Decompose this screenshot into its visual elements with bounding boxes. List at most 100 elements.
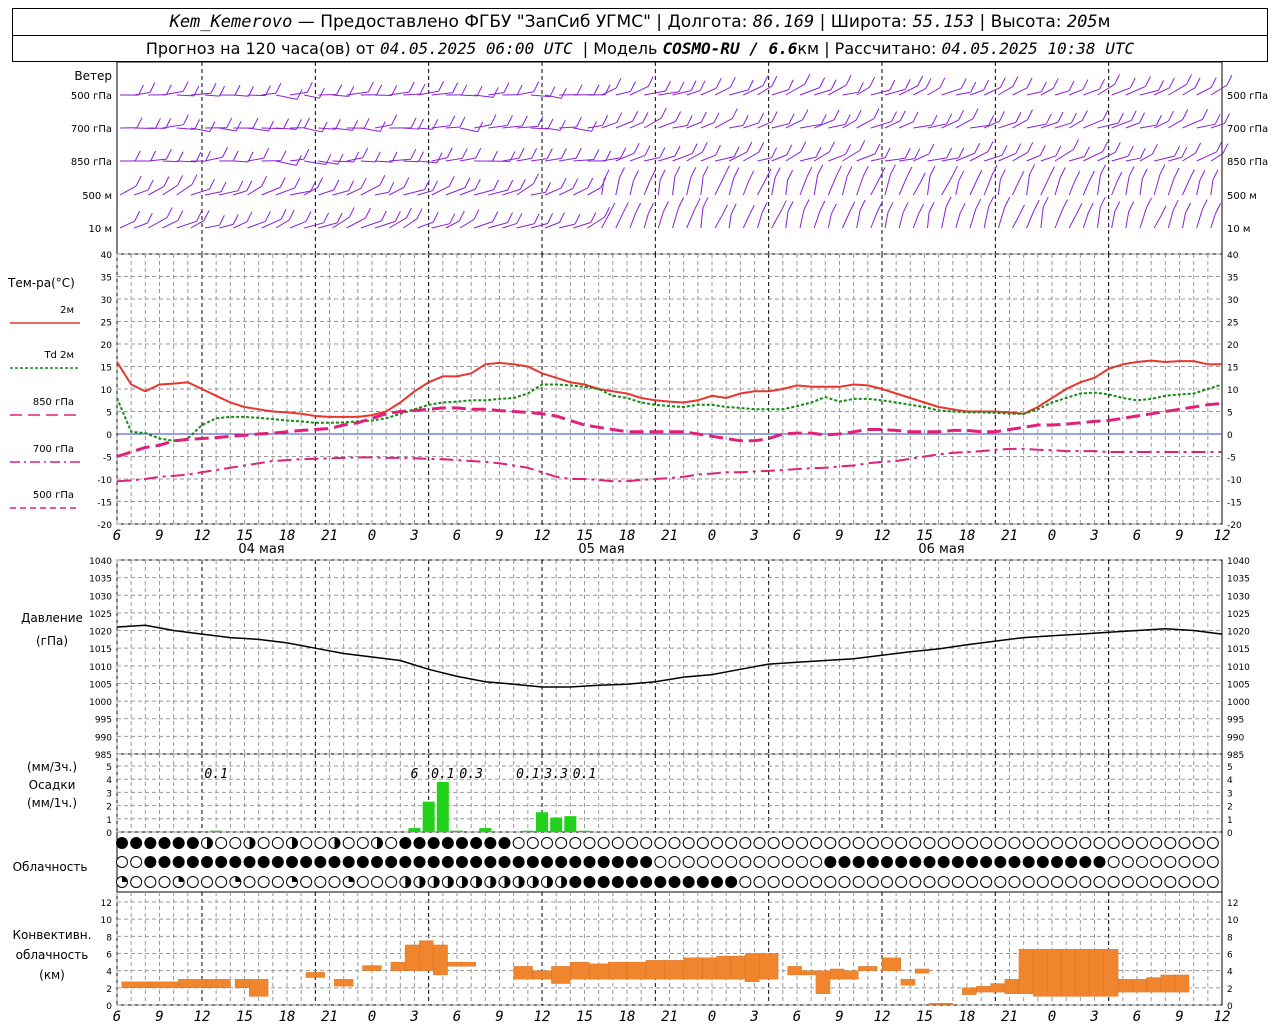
wind-barb <box>884 174 891 196</box>
wind-barb-feather <box>572 178 579 189</box>
x-tick-label-bottom: 21 <box>321 1009 338 1024</box>
wind-barb <box>1068 88 1084 96</box>
wind-barb <box>1069 155 1085 162</box>
wind-barb-feather <box>700 111 707 123</box>
wind-barb-feather <box>410 149 417 160</box>
wind-barb-feather <box>418 151 424 162</box>
wind-barb <box>955 91 971 96</box>
wind-barb <box>757 178 767 196</box>
cloud-symbol <box>130 856 143 868</box>
wind-barb-feather <box>507 179 514 191</box>
cloud-symbol <box>271 837 284 849</box>
wind-barb-feather <box>1116 171 1123 183</box>
wind-barb-feather <box>748 170 755 182</box>
wind-barb-feather <box>587 177 594 189</box>
wind-barb <box>1111 120 1132 129</box>
precip-bar <box>479 828 492 832</box>
pressure-y-tick-right: 1000 <box>1227 698 1250 708</box>
cloud-symbol <box>555 837 568 849</box>
precip-y-tick: 5 <box>106 763 112 773</box>
wind-barb-feather <box>1212 169 1219 180</box>
wind-barb-feather <box>165 118 172 129</box>
temp-y-tick-right: 15 <box>1227 364 1238 374</box>
wind-barb <box>488 125 508 129</box>
wind-barb <box>813 119 835 129</box>
wind-barb <box>374 124 392 129</box>
wind-barb <box>913 124 933 129</box>
pressure-y-tick: 1025 <box>89 610 112 620</box>
wind-barb <box>374 191 389 196</box>
wind-barb <box>403 218 418 229</box>
wind-barb-feather <box>261 176 268 187</box>
wind-barb <box>686 177 692 196</box>
wind-barb <box>856 118 875 129</box>
wind-barb-feather <box>622 202 629 213</box>
precip-y-tick-right: 1 <box>1227 816 1233 826</box>
calculated-label: | Рассчитано: <box>824 38 937 58</box>
wind-barb <box>1111 211 1116 229</box>
wind-barb <box>474 221 493 229</box>
x-tick-label-bottom: 3 <box>409 1009 418 1024</box>
wind-barb <box>162 90 184 96</box>
wind-barb-feather <box>294 177 301 189</box>
wind-barb <box>176 94 194 97</box>
wind-barb-feather <box>365 207 372 219</box>
cloud-symbol <box>1121 837 1134 849</box>
temp-y-tick: -5 <box>103 454 112 464</box>
cloud-symbol <box>300 876 313 888</box>
longitude-value: 86.169 <box>752 11 815 32</box>
wind-barb <box>969 180 978 196</box>
wind-barb-feather <box>833 109 840 120</box>
wind-barb <box>516 91 534 96</box>
wind-barb-feather <box>376 84 383 95</box>
wind-barb <box>1054 209 1063 229</box>
wind-barb <box>303 187 318 196</box>
x-tick-label-temp: 12 <box>194 528 211 544</box>
wind-barb <box>544 127 561 131</box>
provider-text: — Предоставлено ФГБУ "ЗапСиб УГМС" | Дол… <box>297 11 748 32</box>
cloud-symbol <box>1192 837 1205 849</box>
wind-barb <box>1125 122 1140 129</box>
wind-barb-feather <box>149 82 156 93</box>
wind-barb-feather <box>691 143 698 154</box>
wind-barb-feather <box>829 141 835 152</box>
conv-title-1: Конвективн. <box>13 928 92 942</box>
wind-barb <box>417 160 438 164</box>
wind-barb-feather <box>819 77 826 88</box>
cloud-symbol-fill <box>292 876 298 882</box>
temp-y-tick-right: -20 <box>1227 521 1242 531</box>
temp-legend-label: 500 гПа <box>33 490 74 501</box>
wind-barb-feather <box>945 196 952 207</box>
cloud-symbol-fill <box>314 856 326 868</box>
wind-barb-feather <box>560 148 567 159</box>
precip-y-tick-right: 2 <box>1227 803 1233 813</box>
x-tick-label-bottom: 21 <box>1001 1009 1018 1024</box>
wind-barb <box>1111 155 1129 162</box>
temp-y-tick-right: 40 <box>1227 251 1239 261</box>
wind-barb-feather <box>1015 112 1022 123</box>
wind-barb-feather <box>970 81 977 93</box>
wind-barb-feather <box>1015 143 1022 154</box>
wind-barb-feather <box>279 177 286 188</box>
wind-barb <box>700 122 715 129</box>
wind-barb-feather <box>203 210 210 221</box>
x-tick-label-temp: 18 <box>959 528 976 544</box>
altitude-unit: м <box>1097 11 1111 32</box>
wind-barb <box>388 187 405 196</box>
wind-barb-feather <box>493 179 499 191</box>
x-tick-label-temp: 3 <box>749 528 758 544</box>
wind-barb <box>672 207 680 229</box>
wind-barb-feather <box>879 167 886 178</box>
wind-barb <box>1054 90 1070 96</box>
wind-barb-feather <box>593 149 600 160</box>
wind-barb <box>1040 88 1054 96</box>
temp-y-tick: 30 <box>101 296 113 306</box>
wind-barb <box>162 124 184 129</box>
wind-barb <box>1012 119 1028 129</box>
pressure-y-tick: 995 <box>95 716 112 726</box>
wind-barb-feather <box>762 75 769 86</box>
wind-barb <box>1068 120 1083 129</box>
wind-barb-feather <box>237 180 244 191</box>
wind-barb-feather <box>1073 139 1079 150</box>
wind-barb-feather <box>715 144 721 156</box>
